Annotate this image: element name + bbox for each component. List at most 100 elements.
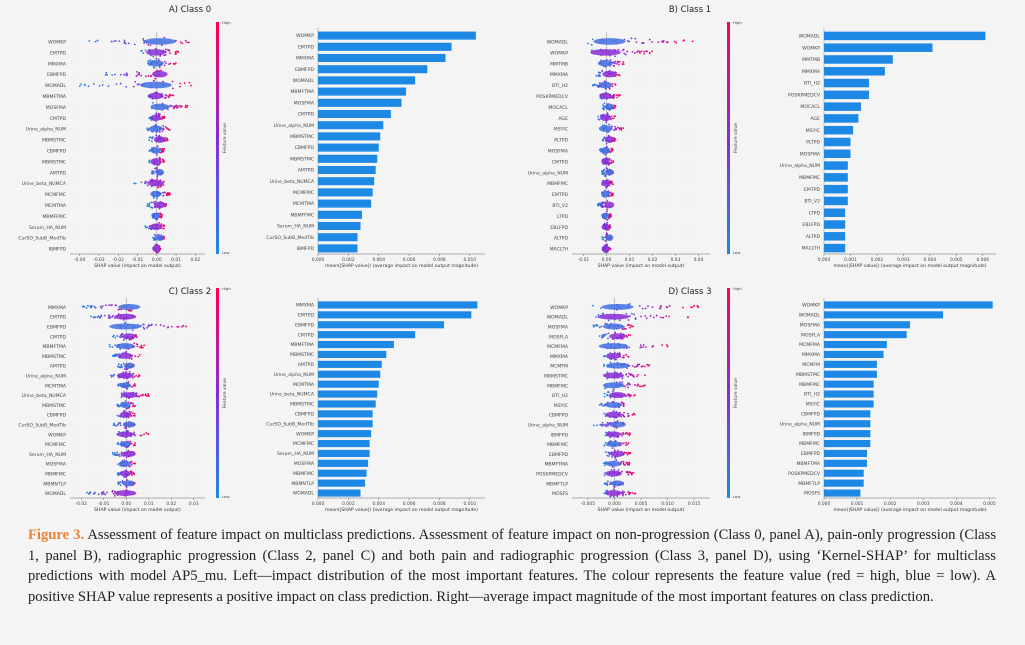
shap-point <box>626 463 629 466</box>
shap-point <box>606 454 609 457</box>
shap-point <box>156 175 159 178</box>
shap-point <box>593 325 595 328</box>
shap-point <box>621 434 623 437</box>
x-tick-label: 0.000 <box>818 501 831 507</box>
shap-point <box>117 442 119 444</box>
density-core <box>605 401 622 408</box>
shap-point <box>605 333 608 336</box>
shap-point <box>611 148 614 150</box>
shap-point <box>145 432 148 434</box>
shap-point <box>609 224 611 226</box>
shap-point <box>147 394 150 397</box>
shap-point <box>148 139 151 142</box>
bar-label: EBMFPD <box>295 67 314 73</box>
shap-point <box>627 386 629 389</box>
shap-point <box>163 54 166 57</box>
shap-point <box>120 363 123 366</box>
shap-point <box>592 84 595 87</box>
shap-point <box>603 363 606 366</box>
shap-point <box>606 421 609 424</box>
shap-point <box>142 326 145 329</box>
bar <box>318 410 373 418</box>
bar <box>318 439 370 448</box>
shap-point <box>614 331 617 334</box>
feature-label: MCMTMA <box>45 383 67 389</box>
shap-point <box>162 191 164 194</box>
bar <box>318 42 452 51</box>
x-axis-label: mean(|SHAP value|) (average impact on mo… <box>325 263 478 269</box>
shap-point <box>598 74 600 77</box>
bar <box>318 479 366 487</box>
bar-label: MBMSTMC <box>290 134 314 140</box>
shap-point <box>609 396 612 399</box>
shap-point <box>621 49 624 52</box>
shap-point <box>148 204 151 207</box>
x-tick-label: 0.000 <box>818 257 831 263</box>
shap-point <box>107 315 110 317</box>
shap-point <box>111 74 114 76</box>
shap-point <box>166 194 169 197</box>
bar-label: Urine_alpha_NUM <box>780 163 820 169</box>
bar <box>318 469 367 477</box>
shap-point <box>690 306 692 309</box>
colorbar-high-label: High <box>733 286 742 291</box>
shap-point <box>148 161 151 164</box>
bar <box>824 220 846 229</box>
shap-point <box>115 39 117 42</box>
bar-label: MBMSTMC <box>290 156 314 162</box>
shap-point <box>608 451 611 454</box>
shap-point <box>626 384 628 386</box>
shap-point <box>604 174 607 176</box>
feature-label: MBMFMC <box>547 383 568 389</box>
shap-point <box>100 491 103 494</box>
shap-point <box>135 374 138 377</box>
shap-point <box>630 473 633 476</box>
shap-point <box>184 106 187 109</box>
bar <box>318 65 428 74</box>
feature-label: MCMTMA <box>45 203 67 209</box>
shap-point <box>157 58 160 61</box>
bar-label: CurSO_SubB_MedTib <box>266 235 314 241</box>
shap-point <box>621 442 623 445</box>
shap-point <box>116 451 119 454</box>
shap-point <box>164 62 167 65</box>
shap-point <box>633 394 635 397</box>
shap-point <box>143 344 146 347</box>
shap-point <box>615 94 618 97</box>
shap-point <box>649 315 652 317</box>
shap-point <box>96 39 99 42</box>
shap-point <box>633 52 636 55</box>
shap-point <box>123 368 126 371</box>
shap-point <box>99 317 101 319</box>
bar-label: CBMFPD <box>801 411 821 417</box>
bar-label: WOMKP <box>802 45 820 51</box>
shap-point <box>595 316 598 319</box>
shap-point <box>604 434 607 437</box>
shap-point <box>603 102 606 105</box>
shap-point <box>643 365 646 368</box>
shap-point <box>138 73 141 76</box>
density-core <box>150 158 161 165</box>
bar-label: MOSFS <box>804 491 820 497</box>
bar <box>824 31 986 41</box>
shap-point <box>634 317 637 320</box>
shap-point <box>625 441 628 444</box>
shap-point <box>602 205 605 208</box>
shap-point <box>162 128 164 131</box>
feature-label: CurSO_SubB_MedTib <box>18 236 66 242</box>
shap-point <box>136 343 139 346</box>
shap-point <box>623 38 626 41</box>
shap-point <box>611 85 614 88</box>
shap-point <box>169 93 172 96</box>
bar <box>824 114 859 123</box>
shap-point <box>645 346 647 348</box>
shap-point <box>611 455 614 458</box>
shap-point <box>110 374 112 377</box>
shap-point <box>118 415 121 418</box>
shap-point <box>616 61 619 64</box>
shap-point <box>623 354 625 357</box>
shap-point <box>622 405 625 408</box>
shap-point <box>140 434 143 437</box>
shap-point <box>597 313 600 316</box>
shap-point <box>627 355 630 358</box>
